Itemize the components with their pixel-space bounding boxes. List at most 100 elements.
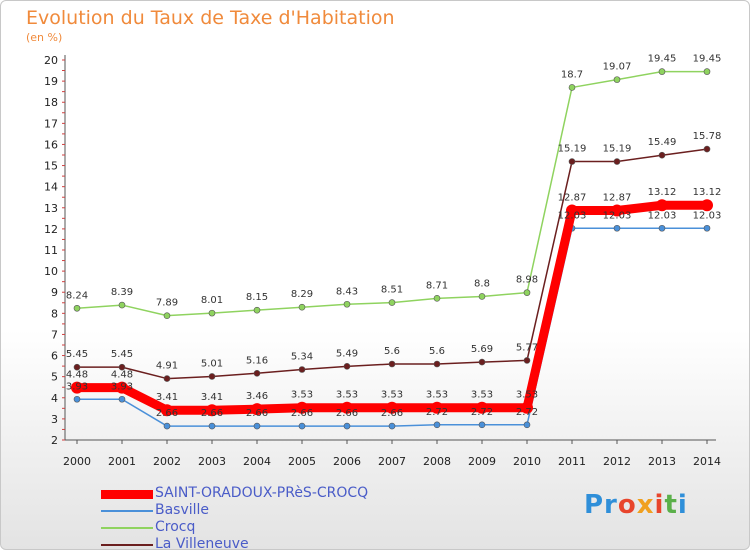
- legend-swatch: [101, 527, 153, 529]
- data-label: 8.29: [291, 289, 313, 300]
- data-point: [523, 357, 531, 364]
- data-point: [118, 301, 126, 309]
- x-tick-label: 2000: [63, 455, 91, 468]
- data-point: [478, 293, 486, 300]
- data-label: 3.53: [426, 390, 448, 401]
- data-label: 19.45: [648, 54, 677, 65]
- data-point: [298, 303, 306, 311]
- data-point: [658, 151, 666, 159]
- y-tick-label: 19: [44, 75, 58, 88]
- line-chart: 2 3 4 5 6 7 8 9 10 11 12 13 14 15 16 17 18 19 20 2000 2001 20…: [44, 54, 722, 468]
- data-label: 8.24: [66, 290, 88, 301]
- data-point: [163, 375, 171, 382]
- data-point: [431, 401, 443, 414]
- data-point: [611, 204, 623, 217]
- data-point: [208, 373, 216, 380]
- data-label: 3.53: [291, 390, 313, 401]
- legend-label: Basville: [155, 502, 210, 518]
- x-tick-label: 2011: [558, 455, 586, 468]
- y-tick-label: 14: [44, 181, 58, 194]
- data-point: [433, 421, 441, 429]
- unit-label: (en %): [26, 31, 63, 44]
- data-point: [343, 422, 351, 430]
- y-tick-label: 18: [44, 96, 58, 109]
- data-label: 15.19: [603, 144, 632, 155]
- data-point: [703, 68, 711, 75]
- data-point: [71, 381, 83, 394]
- data-point: [298, 422, 306, 430]
- x-tick-label: 2002: [153, 455, 181, 468]
- y-tick-label: 17: [44, 117, 58, 130]
- data-point: [341, 401, 353, 414]
- data-label: 2.66: [246, 408, 268, 419]
- data-point: [253, 306, 261, 314]
- data-label: 2.66: [381, 408, 403, 419]
- data-point: [73, 395, 81, 403]
- data-point: [523, 421, 531, 429]
- data-label: 5.45: [66, 349, 88, 360]
- data-point: [703, 145, 711, 153]
- data-label: 8.39: [111, 287, 133, 298]
- data-label: 3.41: [201, 392, 223, 403]
- series-line-3: [76, 148, 708, 380]
- data-label: 5.6: [384, 346, 400, 357]
- data-point: [613, 76, 621, 83]
- data-point: [118, 395, 126, 403]
- data-label: 19.45: [693, 54, 722, 65]
- y-tick-label: 5: [51, 371, 58, 384]
- data-point: [388, 299, 396, 306]
- data-label: 5.16: [246, 355, 268, 366]
- data-point: [521, 401, 533, 414]
- data-label: 15.78: [693, 131, 722, 142]
- data-label: 8.51: [381, 285, 403, 296]
- x-tick-label: 2005: [288, 455, 316, 468]
- data-point: [296, 401, 308, 414]
- y-tick-label: 13: [44, 202, 58, 215]
- data-point: [298, 366, 306, 373]
- y-tick-label: 9: [51, 286, 58, 299]
- data-label: 8.43: [336, 286, 358, 297]
- data-point: [343, 363, 351, 370]
- data-label: 12.03: [693, 210, 722, 221]
- data-point: [73, 363, 81, 371]
- data-point: [161, 404, 173, 417]
- data-point: [253, 422, 261, 430]
- data-label: 4.48: [66, 370, 88, 381]
- data-label: 7.89: [156, 298, 178, 309]
- data-label: 2.72: [516, 407, 538, 418]
- data-label: 12.87: [558, 193, 587, 204]
- legend-label: Crocq: [155, 519, 196, 535]
- y-tick-label: 16: [44, 138, 58, 151]
- legend-label: La Villeneuve: [155, 536, 249, 550]
- legend-swatch: [101, 510, 153, 512]
- proxiti-logo: Proxiti: [584, 490, 688, 520]
- data-point: [703, 224, 711, 232]
- data-label: 3.41: [156, 392, 178, 403]
- data-label: 12.03: [648, 210, 677, 221]
- data-point: [118, 363, 126, 371]
- data-point: [388, 360, 396, 368]
- x-tick-label: 2001: [108, 455, 136, 468]
- data-point: [433, 295, 441, 302]
- data-label: 15.19: [558, 144, 587, 155]
- data-point: [163, 312, 171, 319]
- data-point: [343, 300, 351, 308]
- data-label: 3.53: [381, 390, 403, 401]
- data-label: 15.49: [648, 137, 677, 148]
- data-label: 3.93: [111, 381, 133, 392]
- legend-swatch: [101, 544, 153, 546]
- x-tick-label: 2012: [603, 455, 631, 468]
- data-label: 3.53: [336, 390, 358, 401]
- data-label: 8.01: [201, 295, 223, 306]
- data-point: [523, 289, 531, 296]
- data-point: [386, 401, 398, 414]
- data-label: 2.66: [336, 408, 358, 419]
- data-label: 13.12: [693, 187, 722, 198]
- data-point: [73, 304, 81, 312]
- y-tick-label: 4: [51, 392, 58, 405]
- x-tick-label: 2003: [198, 455, 226, 468]
- page-title: Evolution du Taux de Taxe d'Habitation: [26, 7, 395, 29]
- data-label: 3.53: [471, 390, 493, 401]
- y-tick-label: 6: [51, 350, 58, 363]
- data-point: [656, 199, 668, 212]
